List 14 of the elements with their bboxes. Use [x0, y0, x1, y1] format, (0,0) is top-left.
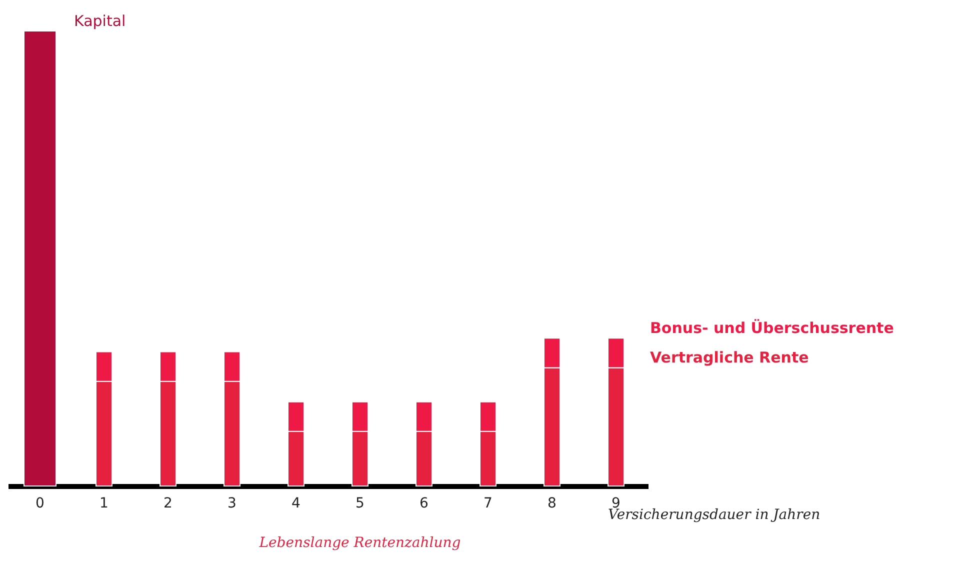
x-tick-label: 0 [36, 496, 44, 512]
x-tick-label: 1 [100, 496, 108, 512]
x-tick-label: 3 [228, 496, 236, 512]
x-tick-label: 8 [548, 496, 556, 512]
x-tick-label: 6 [420, 496, 429, 512]
x-tick-label: 4 [292, 496, 301, 512]
series-label: Vertragliche Rente [650, 348, 809, 367]
bar [24, 30, 56, 486]
x-tick-label: 5 [356, 496, 364, 512]
text: Lebenslange Rentenzahlung [258, 535, 461, 551]
x-tick-label: 7 [484, 496, 492, 512]
x-tick-label: 2 [164, 496, 172, 512]
series-label: Kapital [74, 12, 126, 30]
series-label: Bonus- und Überschussrente [650, 319, 894, 338]
